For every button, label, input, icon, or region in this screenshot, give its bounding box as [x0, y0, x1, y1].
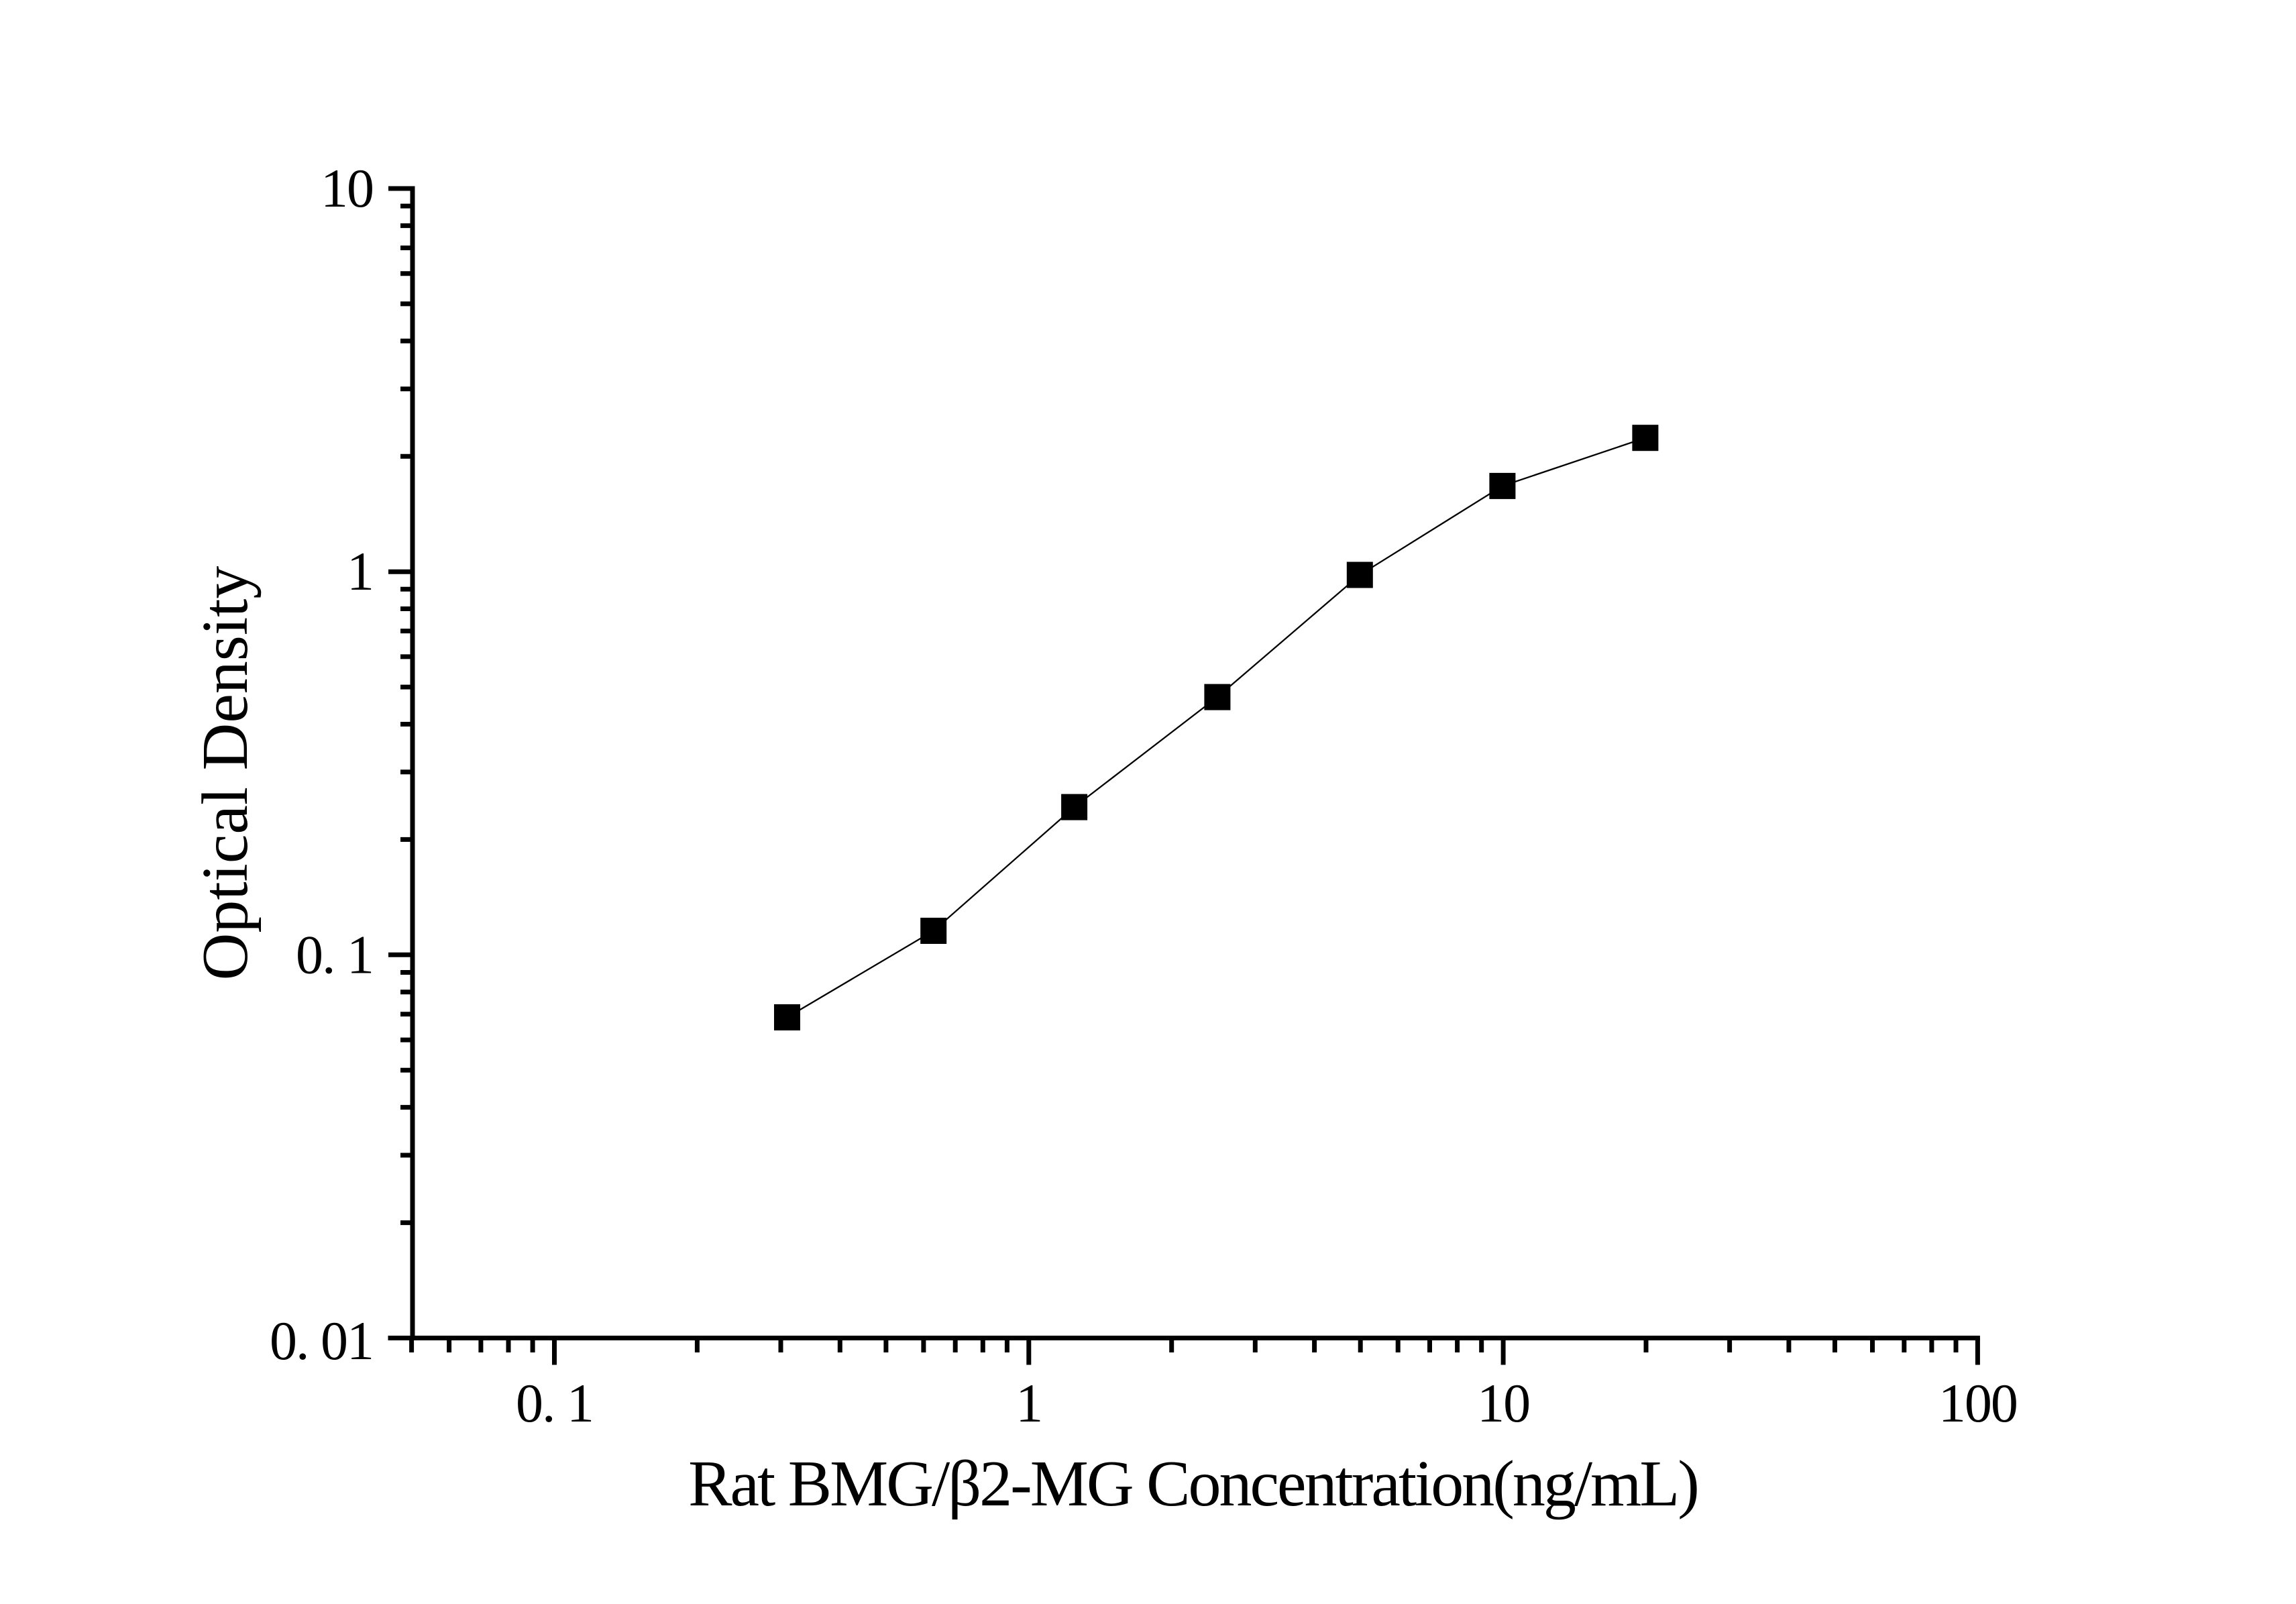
- svg-text:0. 1: 0. 1: [516, 1373, 593, 1434]
- svg-text:0. 1: 0. 1: [296, 924, 373, 985]
- svg-text:10: 10: [321, 158, 373, 219]
- svg-text:10: 10: [1477, 1373, 1529, 1434]
- svg-text:Rat BMG/β2-MG Concentration(ng: Rat BMG/β2-MG Concentration(ng/mL): [688, 1448, 1698, 1520]
- svg-text:1: 1: [1016, 1373, 1042, 1434]
- svg-text:100: 100: [1938, 1373, 2017, 1434]
- svg-text:0. 01: 0. 01: [270, 1310, 373, 1371]
- svg-text:1: 1: [347, 541, 373, 602]
- svg-text:Optical Density: Optical Density: [189, 566, 262, 981]
